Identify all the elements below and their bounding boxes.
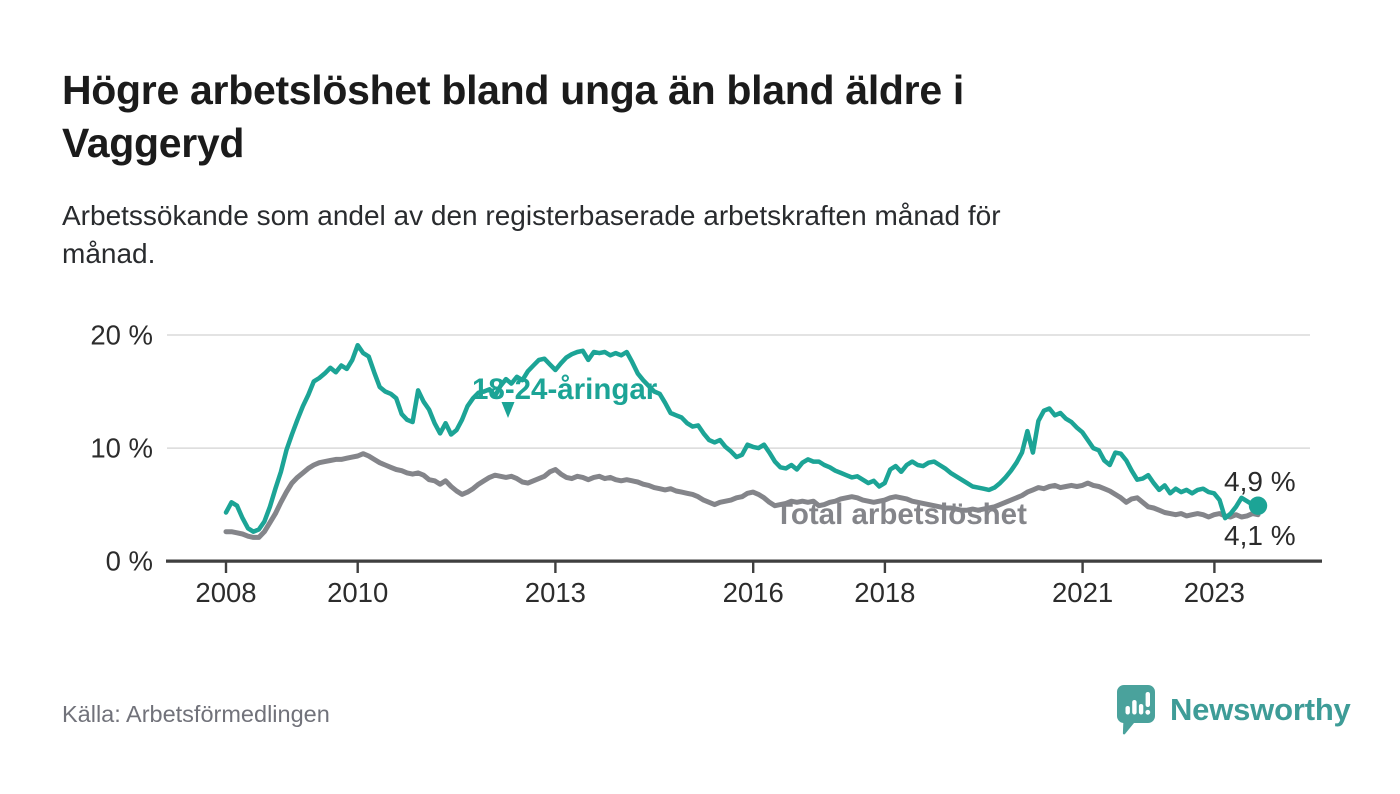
source-note: Källa: Arbetsförmedlingen — [62, 701, 330, 727]
page-title-line-2: Vaggeryd — [62, 120, 245, 166]
icon-exclamation-dot — [1145, 709, 1151, 715]
x-tick-label-2016: 2016 — [723, 577, 784, 608]
page-title: Högre arbetslöshet bland unga än bland ä… — [62, 64, 1312, 170]
series-line-total-arbetsloshet — [223, 451, 1261, 540]
page-title-line-1: Högre arbetslöshet bland unga än bland ä… — [62, 67, 965, 113]
icon-bar-1 — [1125, 706, 1130, 715]
y-tick-label-20: 20 % — [90, 320, 153, 351]
icon-bar-2 — [1132, 700, 1137, 715]
y-tick-label-0: 0 % — [106, 546, 153, 577]
chart-subtitle: Arbetssökande som andel av den registerb… — [62, 197, 1312, 273]
x-tick-label-2023: 2023 — [1184, 577, 1245, 608]
x-tick-label-2010: 2010 — [327, 577, 388, 608]
series-label-18-24-aringar: 18-24-åringar — [472, 373, 658, 406]
series-label-total-arbetsloshet: Total arbetslöshet — [775, 498, 1027, 531]
end-value-label-youth: 4,9 % — [1224, 466, 1296, 497]
series-line-18-24-aringar — [223, 342, 1261, 534]
icon-bar-3 — [1138, 704, 1144, 715]
icon-exclamation-bar — [1145, 692, 1150, 707]
y-tick-label-10: 10 % — [90, 433, 153, 464]
x-tick-label-2018: 2018 — [854, 577, 915, 608]
chart-subtitle-line-2: månad. — [62, 238, 156, 269]
newsworthy-icon — [1116, 685, 1155, 735]
series-label-arrow-down-icon — [501, 402, 515, 418]
x-tick-label-2008: 2008 — [195, 577, 256, 608]
brand-logo: Newsworthy — [1116, 684, 1351, 736]
brand-wordmark: Newsworthy — [1170, 692, 1351, 727]
end-value-label-total: 4,1 % — [1224, 520, 1296, 551]
series-end-dot — [1248, 496, 1268, 515]
x-tick-label-2013: 2013 — [525, 577, 586, 608]
x-tick-label-2021: 2021 — [1052, 577, 1113, 608]
chart-subtitle-line-1: Arbetssökande som andel av den registerb… — [62, 200, 1001, 231]
